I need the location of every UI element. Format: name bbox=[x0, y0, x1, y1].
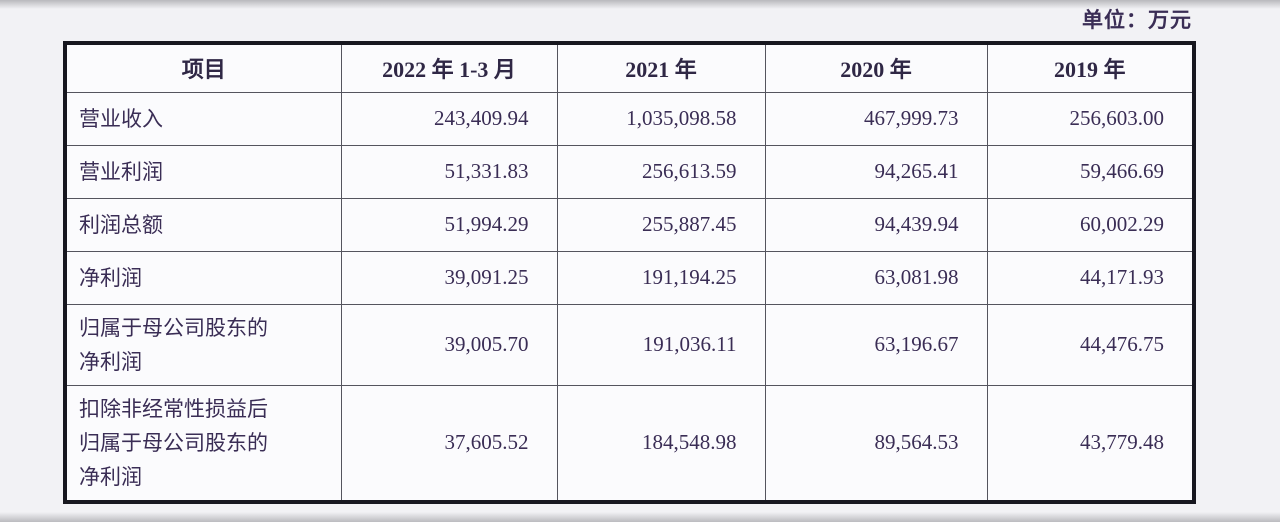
cell-value: 51,331.83 bbox=[340, 144, 558, 199]
table-row: 营业利润 51,331.83 256,613.59 94,265.41 59,466.6… bbox=[64, 144, 1195, 199]
table-row: 归属于母公司股东的净利润 39,005.70 191,036.11 63,196.67… bbox=[64, 303, 1195, 386]
column-header-year: 2019 年 bbox=[986, 42, 1195, 93]
cell-value: 1,035,098.58 bbox=[556, 91, 766, 146]
row-label: 净利润 bbox=[64, 250, 342, 305]
cell-value: 39,005.70 bbox=[340, 303, 558, 386]
cell-value: 256,603.00 bbox=[986, 91, 1195, 146]
row-label: 营业利润 bbox=[64, 144, 342, 199]
cell-value: 94,439.94 bbox=[764, 197, 988, 252]
financial-table: 项目 2022 年 1-3 月 2021 年 2020 年 2019 年 营业收入 243… bbox=[63, 41, 1196, 504]
cell-value: 63,081.98 bbox=[764, 250, 988, 305]
cell-value: 184,548.98 bbox=[556, 384, 766, 502]
column-header-year: 2021 年 bbox=[556, 42, 766, 93]
cell-value: 59,466.69 bbox=[986, 144, 1195, 199]
table-row: 扣除非经常性损益后归属于母公司股东的净利润 37,605.52 184,548.98… bbox=[64, 384, 1195, 502]
cell-value: 44,476.75 bbox=[986, 303, 1195, 386]
cell-value: 44,171.93 bbox=[986, 250, 1195, 305]
row-label: 扣除非经常性损益后归属于母公司股东的净利润 bbox=[64, 384, 342, 502]
column-header-item: 项目 bbox=[64, 42, 342, 93]
table-row: 净利润 39,091.25 191,194.25 63,081.98 44,171.93 bbox=[64, 250, 1195, 305]
cell-value: 51,994.29 bbox=[340, 197, 558, 252]
column-header-year: 2020 年 bbox=[764, 42, 988, 93]
cell-value: 37,605.52 bbox=[340, 384, 558, 502]
cell-value: 256,613.59 bbox=[556, 144, 766, 199]
table-body: 营业收入 243,409.94 1,035,098.58 467,999.73 256,… bbox=[64, 91, 1195, 502]
cell-value: 89,564.53 bbox=[764, 384, 988, 502]
cell-value: 243,409.94 bbox=[340, 91, 558, 146]
unit-label: 单位：万元 bbox=[1082, 8, 1192, 32]
cell-value: 94,265.41 bbox=[764, 144, 988, 199]
cell-value: 255,887.45 bbox=[556, 197, 766, 252]
cell-value: 63,196.67 bbox=[764, 303, 988, 386]
cell-value: 467,999.73 bbox=[764, 91, 988, 146]
table-row: 利润总额 51,994.29 255,887.45 94,439.94 60,002.2… bbox=[64, 197, 1195, 252]
cell-value: 39,091.25 bbox=[340, 250, 558, 305]
table-row: 营业收入 243,409.94 1,035,098.58 467,999.73 256,… bbox=[64, 91, 1195, 146]
row-label: 营业收入 bbox=[64, 91, 342, 146]
cell-value: 191,036.11 bbox=[556, 303, 766, 386]
cell-value: 191,194.25 bbox=[556, 250, 766, 305]
row-label: 利润总额 bbox=[64, 197, 342, 252]
row-label: 归属于母公司股东的净利润 bbox=[64, 303, 342, 386]
header-row: 项目 2022 年 1-3 月 2021 年 2020 年 2019 年 bbox=[64, 42, 1195, 93]
column-header-year: 2022 年 1-3 月 bbox=[340, 42, 558, 93]
cell-value: 43,779.48 bbox=[986, 384, 1195, 502]
cell-value: 60,002.29 bbox=[986, 197, 1195, 252]
